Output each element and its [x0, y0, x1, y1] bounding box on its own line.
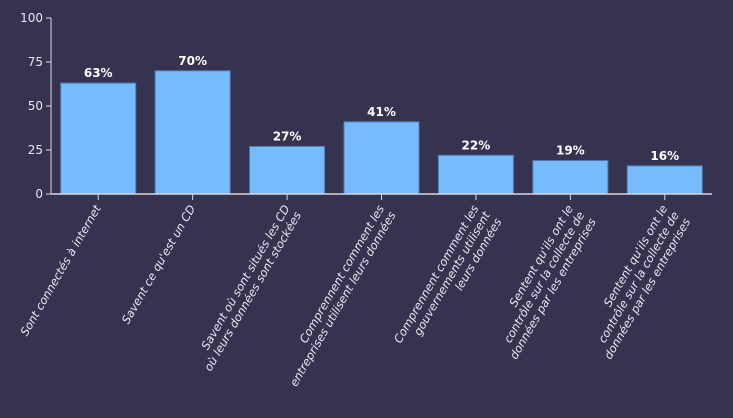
y-tick-label: 0: [35, 187, 43, 201]
bar-value-label: 70%: [178, 54, 207, 68]
x-category-label: Comprennent comment lesgouvernements uti…: [391, 202, 505, 359]
bar: [249, 145, 326, 195]
x-category-label: Sont connectés à internet: [17, 202, 104, 338]
bar-value-label: 27%: [273, 129, 302, 143]
x-category-label-line: où leurs données sont stockées: [201, 209, 304, 373]
x-category-label-line: Comprennent comment les: [296, 202, 387, 345]
x-category-label-line: contrôle sur la collecte de: [595, 209, 682, 345]
y-tick-label: 100: [20, 11, 43, 25]
bar-value-label: 16%: [650, 149, 679, 163]
bar-value-label: 19%: [556, 144, 585, 158]
x-category-label-line: Sont connectés à internet: [17, 202, 104, 338]
x-category-label-line: contrôle sur la collecte de: [501, 209, 588, 345]
bar: [154, 70, 231, 195]
y-tick-label: 25: [28, 143, 43, 157]
bar-value-label: 63%: [84, 66, 113, 80]
y-tick-label: 75: [28, 55, 43, 69]
x-category-label: Savent où sont situés les CDoù leurs don…: [190, 202, 305, 373]
bar-value-label: 41%: [367, 105, 396, 119]
y-tick-label: 50: [28, 99, 43, 113]
bar: [626, 165, 703, 195]
x-category-label-line: entreprises utilisent leurs données: [287, 209, 399, 389]
bar: [343, 121, 420, 195]
x-category-label-line: Savent où sont situés les CD: [198, 202, 293, 352]
bar-value-label: 22%: [462, 138, 491, 152]
bar: [437, 154, 514, 195]
bar: [532, 160, 609, 195]
x-category-label: Savent ce qu'est un CD: [119, 202, 199, 326]
bar: [60, 82, 137, 195]
x-category-label-line: gouvernements utilisent: [411, 209, 494, 338]
x-category-label-line: Savent ce qu'est un CD: [119, 202, 199, 326]
